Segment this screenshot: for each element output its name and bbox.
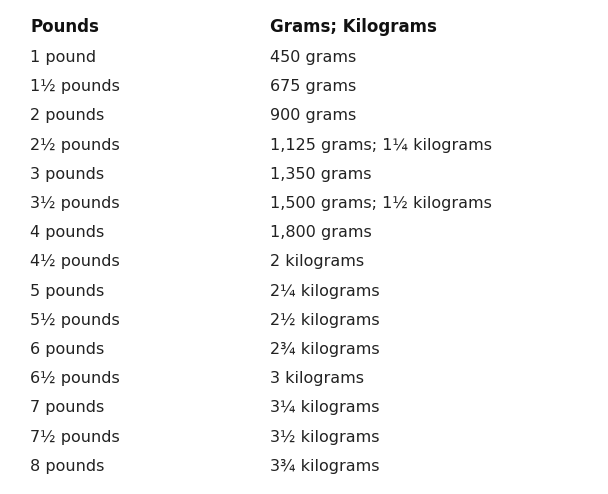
Text: 900 grams: 900 grams [270, 108, 356, 124]
Text: Pounds: Pounds [30, 18, 99, 36]
Text: 3½ kilograms: 3½ kilograms [270, 430, 379, 445]
Text: 3 pounds: 3 pounds [30, 167, 104, 182]
Text: 2¼ kilograms: 2¼ kilograms [270, 284, 379, 298]
Text: 5½ pounds: 5½ pounds [30, 313, 120, 328]
Text: 1,125 grams; 1¼ kilograms: 1,125 grams; 1¼ kilograms [270, 138, 492, 153]
Text: 4½ pounds: 4½ pounds [30, 254, 120, 269]
Text: 3¾ kilograms: 3¾ kilograms [270, 459, 379, 474]
Text: 1 pound: 1 pound [30, 50, 96, 65]
Text: 2½ kilograms: 2½ kilograms [270, 313, 379, 328]
Text: 5 pounds: 5 pounds [30, 284, 104, 298]
Text: 3½ pounds: 3½ pounds [30, 196, 120, 211]
Text: 6 pounds: 6 pounds [30, 342, 104, 357]
Text: 7 pounds: 7 pounds [30, 401, 104, 415]
Text: 2¾ kilograms: 2¾ kilograms [270, 342, 379, 357]
Text: 3 kilograms: 3 kilograms [270, 371, 364, 386]
Text: 2 pounds: 2 pounds [30, 108, 104, 124]
Text: 1,800 grams: 1,800 grams [270, 225, 371, 240]
Text: 1,350 grams: 1,350 grams [270, 167, 371, 182]
Text: 2½ pounds: 2½ pounds [30, 138, 120, 153]
Text: 450 grams: 450 grams [270, 50, 356, 65]
Text: 6½ pounds: 6½ pounds [30, 371, 120, 386]
Text: 2 kilograms: 2 kilograms [270, 254, 364, 269]
Text: 3¼ kilograms: 3¼ kilograms [270, 401, 379, 415]
Text: Grams; Kilograms: Grams; Kilograms [270, 18, 437, 36]
Text: 1½ pounds: 1½ pounds [30, 79, 120, 94]
Text: 8 pounds: 8 pounds [30, 459, 105, 474]
Text: 1,500 grams; 1½ kilograms: 1,500 grams; 1½ kilograms [270, 196, 492, 211]
Text: 675 grams: 675 grams [270, 79, 356, 94]
Text: 4 pounds: 4 pounds [30, 225, 104, 240]
Text: 7½ pounds: 7½ pounds [30, 430, 120, 445]
